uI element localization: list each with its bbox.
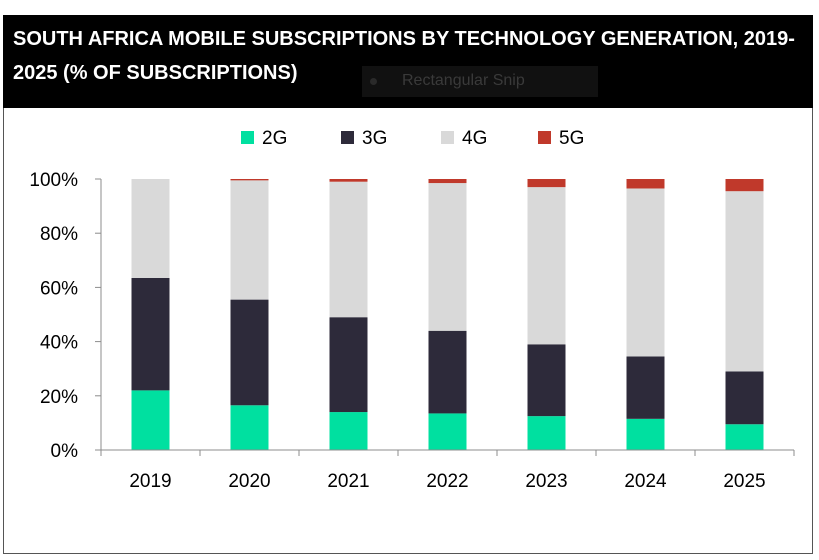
bar-4g-2022 xyxy=(428,183,467,331)
x-tick-label: 2019 xyxy=(129,471,171,492)
bar-2g-2024 xyxy=(626,418,665,450)
bar-2g-2021 xyxy=(329,412,368,450)
bar-4g-2024 xyxy=(626,188,665,357)
bar-4g-2019 xyxy=(131,179,170,278)
y-tick-label: 60% xyxy=(40,278,78,299)
rectangular-snip-overlay[interactable]: Rectangular Snip xyxy=(362,66,598,97)
bars xyxy=(131,179,764,450)
bar-5g-2024 xyxy=(626,179,665,189)
bar-3g-2020 xyxy=(230,299,269,406)
bar-2g-2023 xyxy=(527,416,566,450)
dot-icon xyxy=(370,78,377,85)
x-tick-label: 2024 xyxy=(624,471,667,492)
y-tick-label: 20% xyxy=(40,387,78,408)
bar-5g-2021 xyxy=(329,179,368,182)
bar-5g-2022 xyxy=(428,179,467,184)
bar-5g-2025 xyxy=(725,179,764,192)
x-tick-label: 2022 xyxy=(426,471,468,492)
bar-5g-2023 xyxy=(527,179,566,188)
chart-title: SOUTH AFRICA MOBILE SUBSCRIPTIONS BY TEC… xyxy=(13,28,795,84)
legend: 2G 3G 4G 5G xyxy=(241,128,584,149)
y-tick-label: 40% xyxy=(40,333,78,354)
x-tick-label: 2025 xyxy=(723,471,765,492)
bar-3g-2023 xyxy=(527,344,566,417)
legend-swatch-4g xyxy=(441,131,454,144)
bar-4g-2025 xyxy=(725,191,764,372)
bar-2g-2022 xyxy=(428,413,467,450)
bar-5g-2020 xyxy=(230,179,269,181)
bar-2g-2019 xyxy=(131,390,170,450)
bar-2g-2025 xyxy=(725,424,764,450)
snip-label: Rectangular Snip xyxy=(402,72,525,89)
legend-swatch-3g xyxy=(341,131,354,144)
bar-3g-2024 xyxy=(626,356,665,419)
bar-4g-2021 xyxy=(329,181,368,318)
y-tick-label: 100% xyxy=(29,170,78,191)
bar-3g-2025 xyxy=(725,371,764,425)
x-tick-label: 2023 xyxy=(525,471,567,492)
legend-swatch-5g xyxy=(538,131,551,144)
x-tick-label: 2020 xyxy=(228,471,270,492)
bar-4g-2020 xyxy=(230,180,269,300)
bar-3g-2019 xyxy=(131,277,170,391)
legend-swatch-2g xyxy=(241,131,254,144)
legend-label-5g: 5G xyxy=(559,128,584,149)
x-tick-label: 2021 xyxy=(327,471,369,492)
y-axis: 0% 20% 40% 60% 80% 100% xyxy=(29,170,102,462)
bar-4g-2023 xyxy=(527,187,566,345)
bar-3g-2021 xyxy=(329,317,368,413)
x-axis: 2019 2020 2021 2022 2023 2024 2025 xyxy=(100,449,795,492)
legend-label-3g: 3G xyxy=(362,128,387,149)
bar-3g-2022 xyxy=(428,330,467,414)
legend-label-2g: 2G xyxy=(262,128,287,149)
bar-2g-2020 xyxy=(230,405,269,450)
y-tick-label: 80% xyxy=(40,224,78,245)
legend-label-4g: 4G xyxy=(462,128,487,149)
y-tick-label: 0% xyxy=(51,441,79,462)
